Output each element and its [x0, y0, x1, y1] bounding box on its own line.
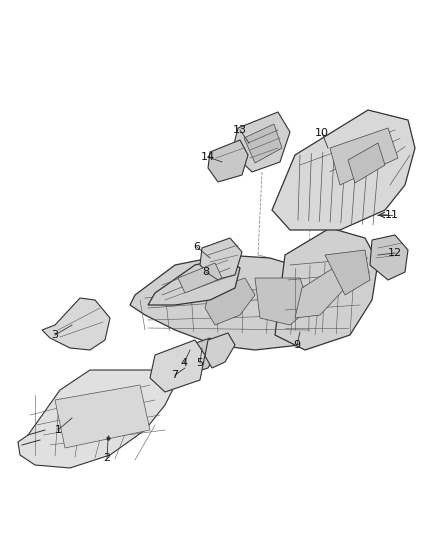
Polygon shape: [205, 278, 255, 325]
Text: 4: 4: [180, 358, 187, 368]
Text: 9: 9: [293, 340, 300, 350]
Polygon shape: [148, 258, 240, 305]
Text: 8: 8: [202, 267, 209, 277]
Polygon shape: [244, 124, 282, 163]
Polygon shape: [232, 112, 290, 172]
Text: 12: 12: [388, 248, 402, 258]
Polygon shape: [370, 235, 408, 280]
Text: 10: 10: [315, 128, 329, 138]
Polygon shape: [18, 370, 175, 468]
Text: 6: 6: [194, 242, 201, 252]
Polygon shape: [42, 298, 110, 350]
Polygon shape: [275, 228, 378, 350]
Polygon shape: [255, 278, 310, 325]
Text: 5: 5: [197, 358, 204, 368]
Polygon shape: [205, 333, 235, 368]
Polygon shape: [130, 255, 335, 350]
Text: 13: 13: [233, 125, 247, 135]
Polygon shape: [295, 265, 348, 318]
Text: 2: 2: [103, 453, 110, 463]
Polygon shape: [178, 263, 222, 293]
Polygon shape: [55, 385, 150, 448]
Polygon shape: [208, 140, 248, 182]
Text: 11: 11: [385, 210, 399, 220]
Text: 1: 1: [54, 425, 61, 435]
Polygon shape: [186, 338, 218, 372]
Text: 3: 3: [52, 330, 59, 340]
Polygon shape: [325, 250, 370, 295]
Text: 7: 7: [171, 370, 179, 380]
Polygon shape: [150, 340, 205, 392]
Polygon shape: [330, 128, 398, 185]
Polygon shape: [272, 110, 415, 230]
Text: 14: 14: [201, 152, 215, 162]
Polygon shape: [200, 238, 242, 280]
Polygon shape: [348, 143, 385, 183]
